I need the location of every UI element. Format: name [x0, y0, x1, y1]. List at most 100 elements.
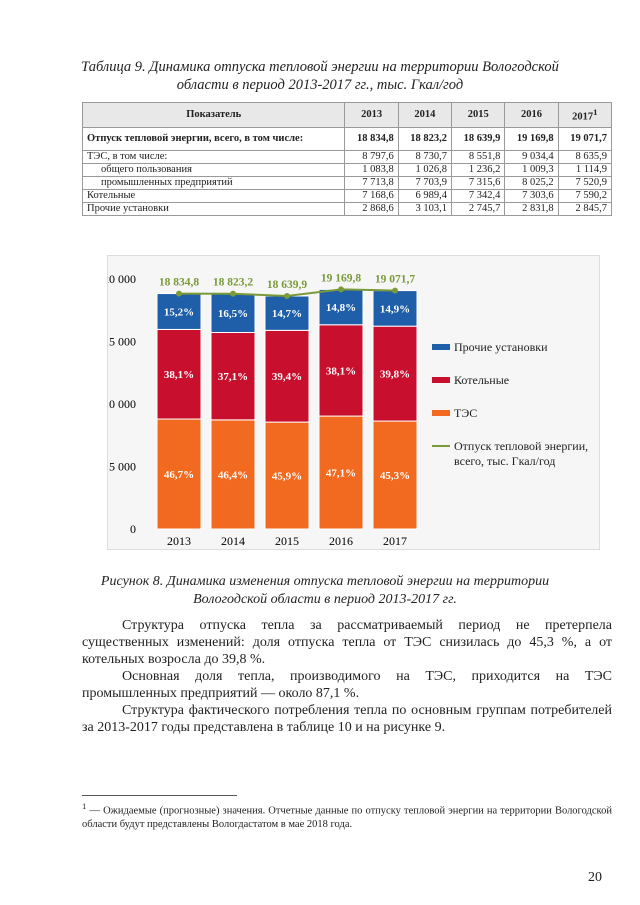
header-text: 2016	[521, 109, 543, 120]
table-cell: 7 590,2	[557, 189, 613, 203]
table-cell: 19 071,7	[557, 127, 613, 151]
legend-label: Прочие установки	[454, 340, 548, 354]
legend-swatch	[432, 445, 450, 447]
total-point	[284, 293, 290, 300]
footnote-rule	[82, 795, 237, 796]
share-label: 46,4%	[218, 469, 248, 481]
total-point	[230, 290, 236, 297]
share-label: 38,1%	[326, 365, 356, 377]
share-label: 14,7%	[272, 308, 302, 320]
paragraph: Структура фактического потребления тепла…	[82, 703, 612, 735]
legend-label: ТЭС	[454, 406, 478, 420]
table-row: Отпуск тепловой энергии, всего, в том чи…	[81, 127, 613, 151]
footnote-text: — Ожидаемые (прогнозные) значения. Отчет…	[82, 805, 612, 830]
table-cell: 8 551,8	[451, 150, 506, 164]
share-label: 47,1%	[326, 468, 356, 480]
share-label: 46,7%	[164, 469, 194, 481]
page-number: 20	[588, 870, 602, 885]
header-cell: 2014	[397, 102, 453, 128]
legend-item: Котельные	[432, 373, 597, 388]
y-tick-label: 15 000	[108, 335, 136, 349]
total-point	[338, 286, 344, 293]
share-label: 39,8%	[380, 369, 410, 381]
table-row: Котельные 7 168,6 6 989,4 7 342,4 7 303,6 7 5…	[81, 189, 613, 203]
bar-segment	[264, 329, 310, 423]
table-cell: 2 868,6	[344, 202, 399, 216]
table-cell: Котельные	[81, 189, 346, 203]
table-caption: Таблица 9. Динамика отпуска тепловой эне…	[81, 59, 559, 93]
header-text: 2015	[467, 109, 489, 120]
table-cell: 6 989,4	[397, 189, 453, 203]
total-point	[176, 290, 182, 297]
table-cell: 3 103,1	[397, 202, 453, 216]
table-cell: 1 026,8	[397, 163, 453, 177]
table-cell: 8 730,7	[397, 150, 453, 164]
legend: Прочие установки Котельные ТЭС Отпуск тепло…	[432, 340, 597, 487]
share-label: 39,4%	[272, 371, 302, 383]
table-cell: 2 745,7	[451, 202, 506, 216]
legend-swatch	[432, 344, 450, 350]
legend-swatch	[432, 410, 450, 416]
bar-segment	[372, 325, 418, 422]
table-cell: ТЭС, в том числе:	[81, 150, 346, 164]
table-cell: 18 834,8	[344, 127, 399, 151]
share-label: 16,5%	[218, 308, 248, 320]
data-table: Показатель 2013 2014 2015 2016 20171 Отпуск те…	[81, 102, 613, 216]
share-label: 14,9%	[380, 303, 410, 315]
legend-swatch	[432, 377, 450, 383]
table-row: общего пользования 1 083,8 1 026,8 1 236,2 1…	[81, 163, 613, 177]
total-point	[392, 287, 398, 294]
header-row: Показатель 2013 2014 2015 2016 20171	[81, 102, 613, 128]
legend-item: Прочие установки	[432, 340, 597, 355]
legend-label: Котельные	[454, 373, 510, 387]
table-row: ТЭС, в том числе: 8 797,6 8 730,7 8 551,8 9 …	[81, 150, 613, 164]
share-label: 38,1%	[164, 369, 194, 381]
total-label: 18 639,9	[267, 279, 308, 291]
header-cell: 2015	[451, 102, 506, 128]
table-cell: 1 009,3	[504, 163, 559, 177]
y-tick-label: 5 000	[109, 460, 136, 474]
share-label: 45,9%	[272, 471, 302, 483]
table-cell: 8 635,9	[557, 150, 613, 164]
bar-segment	[156, 418, 202, 530]
table-row: Прочие установки 2 868,6 3 103,1 2 745,7 2 8…	[81, 202, 613, 216]
x-tick-label: 2016	[329, 534, 353, 548]
header-cell: Показатель	[81, 102, 346, 128]
x-tick-label: 2017	[383, 534, 407, 548]
table-cell: 2 845,7	[557, 202, 613, 216]
header-text: 2014	[414, 109, 436, 120]
body-text: Структура отпуска тепла за рассматриваем…	[82, 617, 612, 736]
total-label: 18 834,8	[159, 277, 200, 289]
table-cell: 1 236,2	[451, 163, 506, 177]
table-cell: 7 713,8	[344, 176, 399, 190]
legend-label: Отпуск тепловой энергии, всего, тыс. Гка…	[454, 439, 589, 468]
bar-segment	[372, 290, 418, 327]
header-cell: 2016	[504, 102, 559, 128]
bar-segment	[372, 420, 418, 530]
table-cell: Прочие установки	[81, 202, 346, 216]
share-label: 15,2%	[164, 306, 194, 318]
table-cell: 7 303,6	[504, 189, 559, 203]
header-text: 2013	[361, 109, 383, 120]
bar-segment	[210, 293, 256, 333]
share-label: 14,8%	[326, 302, 356, 314]
table-cell: 7 315,6	[451, 176, 506, 190]
table-cell: 7 520,9	[557, 176, 613, 190]
chart-frame: 0 5 000 10 000 15 000 20 000 2013 46,7% 38,1% 15…	[103, 255, 600, 550]
total-label: 18 823,2	[213, 277, 254, 289]
footnote: 1 — Ожидаемые (прогнозные) значения. Отч…	[82, 800, 612, 831]
table-cell: 1 114,9	[557, 163, 613, 177]
legend-item: Отпуск тепловой энергии, всего, тыс. Гка…	[432, 439, 597, 469]
y-tick-label: 20 000	[108, 272, 136, 286]
share-label: 45,3%	[380, 470, 410, 482]
bar-segment	[318, 288, 364, 326]
chart: 0 5 000 10 000 15 000 20 000 2013 46,7% 38,1% 15…	[103, 272, 418, 548]
header-text: 2017	[572, 111, 594, 123]
x-tick-label: 2013	[167, 534, 191, 548]
table-cell: 7 342,4	[451, 189, 506, 203]
total-label: 19 071,7	[375, 274, 416, 286]
table-cell: промышленных предприятий	[81, 176, 346, 190]
table-cell: 19 169,8	[504, 127, 559, 151]
